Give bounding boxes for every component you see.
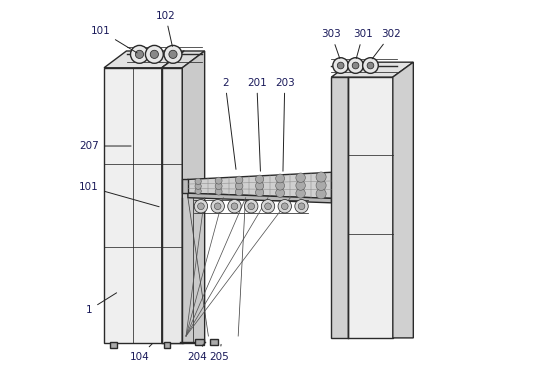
Text: 203: 203: [275, 78, 295, 171]
Polygon shape: [188, 193, 331, 203]
Circle shape: [235, 182, 243, 190]
Bar: [110, 342, 116, 348]
Circle shape: [130, 45, 148, 63]
Circle shape: [215, 177, 222, 184]
Circle shape: [235, 176, 243, 184]
Circle shape: [352, 62, 359, 69]
Circle shape: [256, 188, 264, 197]
Circle shape: [298, 203, 305, 209]
Circle shape: [150, 50, 159, 58]
Bar: [163, 342, 170, 348]
Circle shape: [228, 200, 241, 213]
Circle shape: [261, 200, 275, 213]
Text: 207: 207: [79, 141, 131, 151]
Circle shape: [215, 188, 222, 195]
Circle shape: [215, 183, 222, 190]
Polygon shape: [162, 51, 184, 343]
Polygon shape: [104, 51, 184, 68]
Circle shape: [295, 200, 308, 213]
Circle shape: [276, 188, 285, 197]
Circle shape: [278, 200, 292, 213]
Circle shape: [296, 181, 306, 190]
Circle shape: [363, 58, 378, 73]
Circle shape: [195, 183, 202, 189]
Text: 205: 205: [210, 344, 229, 362]
Circle shape: [367, 62, 374, 69]
Circle shape: [296, 188, 306, 198]
Circle shape: [337, 62, 344, 69]
Bar: [210, 338, 219, 345]
Circle shape: [244, 200, 258, 213]
Circle shape: [276, 174, 285, 183]
Circle shape: [265, 203, 271, 209]
Polygon shape: [331, 62, 413, 77]
Circle shape: [281, 203, 288, 209]
Text: 101: 101: [91, 25, 137, 53]
Polygon shape: [348, 77, 393, 338]
Polygon shape: [393, 62, 413, 338]
Text: 1: 1: [86, 293, 117, 315]
Circle shape: [248, 203, 255, 209]
Circle shape: [333, 58, 348, 73]
Text: 201: 201: [247, 78, 267, 171]
Circle shape: [164, 45, 182, 63]
Circle shape: [296, 173, 306, 183]
Polygon shape: [162, 51, 205, 68]
Text: 2: 2: [222, 78, 236, 169]
Polygon shape: [104, 68, 162, 343]
Text: 302: 302: [372, 29, 401, 59]
Circle shape: [348, 58, 363, 73]
Circle shape: [276, 181, 285, 190]
Circle shape: [214, 203, 221, 209]
Polygon shape: [188, 172, 331, 198]
Polygon shape: [182, 51, 205, 343]
Circle shape: [136, 50, 144, 58]
Circle shape: [169, 50, 177, 58]
Circle shape: [211, 200, 225, 213]
Polygon shape: [162, 68, 182, 343]
Circle shape: [256, 182, 264, 190]
Polygon shape: [331, 77, 348, 338]
Text: 104: 104: [130, 344, 152, 362]
Text: 301: 301: [353, 29, 373, 58]
Circle shape: [231, 203, 238, 209]
Text: 303: 303: [322, 29, 341, 58]
Bar: [195, 338, 204, 345]
Circle shape: [235, 188, 243, 196]
Circle shape: [198, 203, 204, 209]
Text: 204: 204: [187, 344, 207, 362]
Polygon shape: [182, 180, 188, 193]
Text: 102: 102: [155, 10, 175, 46]
Circle shape: [195, 178, 202, 184]
Circle shape: [145, 45, 163, 63]
Circle shape: [194, 200, 207, 213]
Circle shape: [316, 189, 326, 199]
Circle shape: [256, 175, 264, 183]
Circle shape: [195, 188, 202, 194]
Text: 101: 101: [79, 182, 159, 207]
Circle shape: [316, 180, 326, 190]
Circle shape: [316, 172, 326, 182]
